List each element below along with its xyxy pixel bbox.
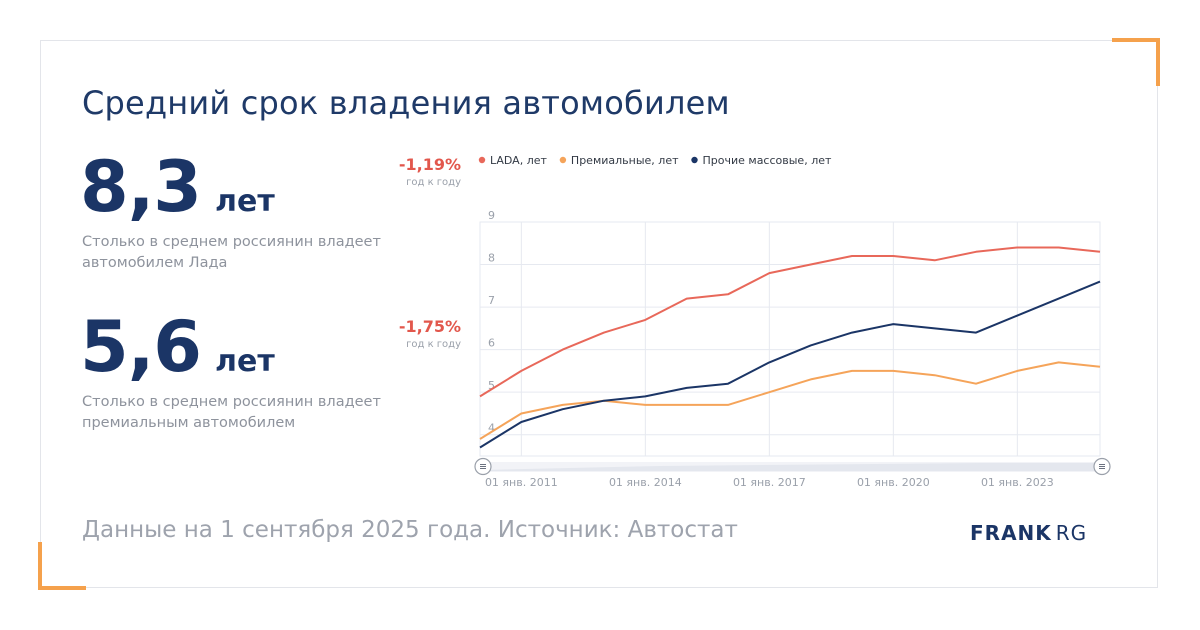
y-tick-label: 7 bbox=[488, 294, 495, 307]
x-tick-label: 01 янв. 2014 bbox=[609, 476, 682, 489]
stat-lada-value: 8,3 bbox=[80, 146, 202, 228]
legend-marker-1 bbox=[559, 156, 567, 164]
x-tick-label: 01 янв. 2023 bbox=[981, 476, 1054, 489]
x-tick-label: 01 янв. 2011 bbox=[485, 476, 558, 489]
y-tick-label: 4 bbox=[488, 422, 495, 435]
corner-accent-top-right bbox=[1112, 38, 1160, 86]
stat-lada-unit: лет bbox=[215, 184, 275, 219]
legend-item-0[interactable]: LADA, лет bbox=[490, 154, 547, 167]
corner-accent-bottom-left bbox=[38, 542, 86, 590]
y-tick-label: 5 bbox=[488, 379, 495, 392]
legend-marker-2 bbox=[691, 156, 698, 164]
series-line-2 bbox=[479, 280, 1101, 449]
change-lada: -1,19% год к году bbox=[399, 155, 461, 188]
card-frame bbox=[40, 40, 1158, 588]
series-line-1 bbox=[479, 361, 1101, 440]
page-title: Средний срок владения автомобилем bbox=[82, 84, 730, 122]
plot-area-border bbox=[479, 221, 1101, 457]
stat-premium-description: Столько в среднем россиянин владеет прем… bbox=[82, 394, 381, 431]
x-tick-label: 01 янв. 2020 bbox=[857, 476, 930, 489]
y-tick-label: 9 bbox=[488, 209, 495, 222]
stat-premium-unit: лет bbox=[215, 344, 275, 379]
legend-item-2[interactable]: Прочие массовые, лет bbox=[703, 154, 832, 167]
legend-item-1[interactable]: Премиальные, лет bbox=[571, 154, 679, 167]
y-tick-label: 8 bbox=[488, 252, 495, 265]
range-slider-preview bbox=[480, 463, 1100, 471]
change-lada-period: год к году bbox=[406, 177, 461, 188]
brand-logo: FRANK RG bbox=[970, 521, 1087, 545]
change-premium: -1,75% год к году bbox=[399, 317, 461, 350]
footer-source: Данные на 1 сентября 2025 года. Источник… bbox=[82, 517, 738, 543]
stat-lada-description: Столько в среднем россиянин владеет авто… bbox=[82, 234, 381, 271]
legend-marker-0 bbox=[478, 156, 486, 164]
x-tick-label: 01 янв. 2017 bbox=[733, 476, 806, 489]
series-line-0 bbox=[479, 246, 1101, 398]
logo-light: RG bbox=[1055, 521, 1088, 545]
change-lada-percent: -1,19% bbox=[398, 155, 461, 174]
stat-premium: 5,6 лет bbox=[80, 306, 275, 388]
logo-bold: FRANK bbox=[970, 521, 1052, 545]
stat-lada: 8,3 лет bbox=[80, 146, 275, 228]
stat-premium-value: 5,6 bbox=[80, 306, 202, 388]
y-tick-label: 6 bbox=[488, 337, 495, 350]
change-premium-period: год к году bbox=[406, 339, 461, 350]
change-premium-percent: -1,75% bbox=[398, 317, 461, 336]
